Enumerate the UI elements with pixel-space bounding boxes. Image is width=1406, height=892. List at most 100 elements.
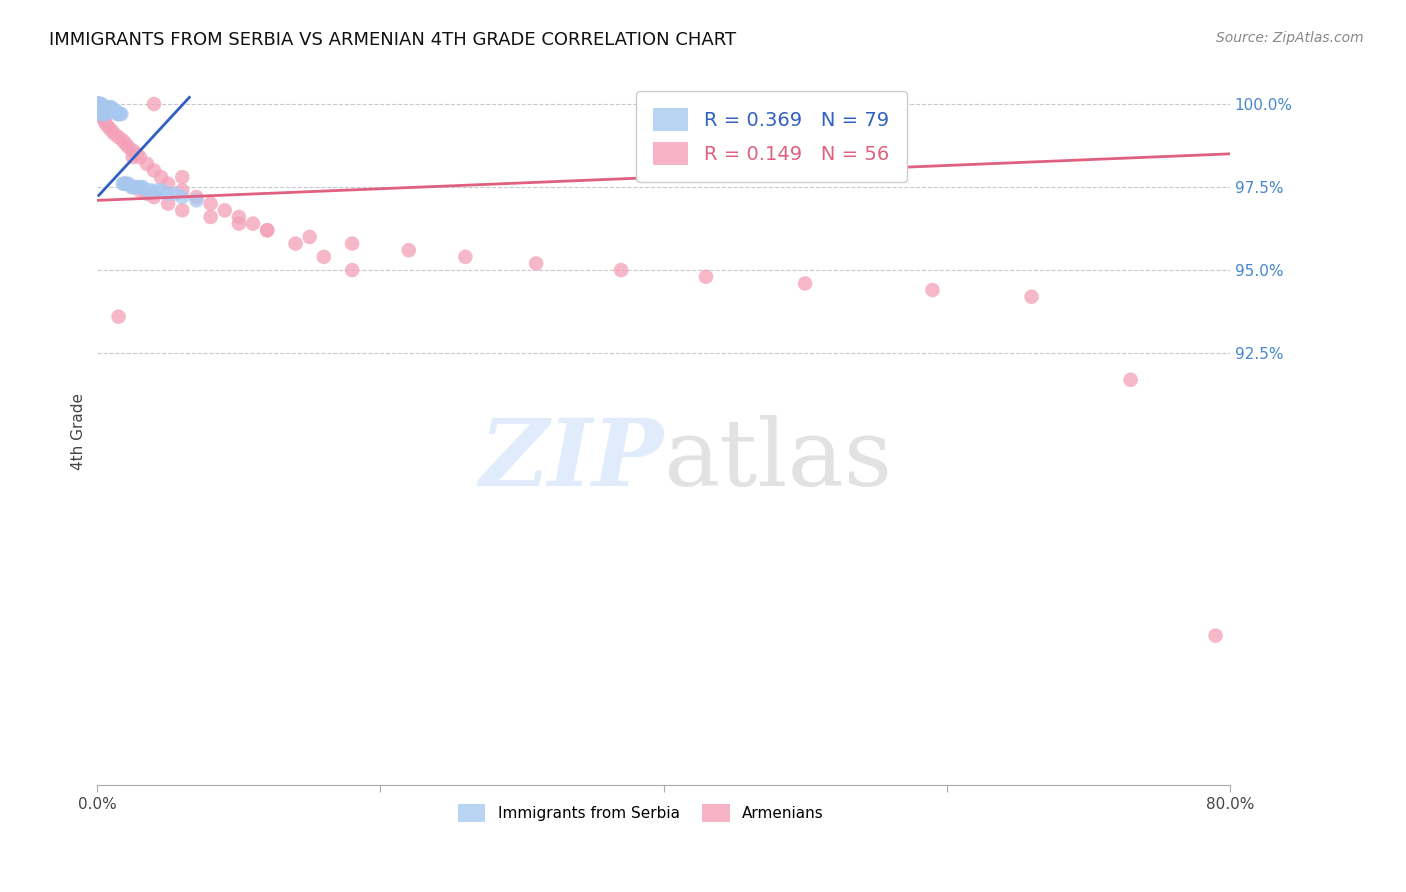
Point <box>340 263 363 277</box>
Point <box>91 111 114 125</box>
Y-axis label: 4th Grade: 4th Grade <box>72 392 86 470</box>
Point <box>157 177 180 191</box>
Point <box>454 250 477 264</box>
Point <box>112 177 135 191</box>
Point <box>125 180 148 194</box>
Point <box>107 310 129 324</box>
Point <box>172 183 194 197</box>
Point <box>96 100 118 114</box>
Point <box>87 97 110 112</box>
Point <box>610 263 633 277</box>
Point <box>284 236 307 251</box>
Point <box>87 97 110 112</box>
Point <box>87 103 110 118</box>
Point <box>93 113 115 128</box>
Point <box>87 97 110 112</box>
Point <box>94 107 117 121</box>
Point <box>87 100 110 114</box>
Point <box>94 117 117 131</box>
Point <box>87 97 110 112</box>
Point <box>97 103 120 118</box>
Point <box>256 223 278 237</box>
Point <box>91 100 114 114</box>
Point <box>298 230 321 244</box>
Point <box>157 196 180 211</box>
Point <box>98 100 121 114</box>
Point <box>93 103 115 118</box>
Point <box>139 183 162 197</box>
Point <box>87 100 110 114</box>
Point <box>87 97 110 112</box>
Point <box>87 100 110 114</box>
Point <box>121 180 143 194</box>
Point <box>214 203 236 218</box>
Point <box>89 107 111 121</box>
Text: IMMIGRANTS FROM SERBIA VS ARMENIAN 4TH GRADE CORRELATION CHART: IMMIGRANTS FROM SERBIA VS ARMENIAN 4TH G… <box>49 31 737 49</box>
Text: atlas: atlas <box>664 415 893 505</box>
Point <box>87 103 110 118</box>
Point <box>172 203 194 218</box>
Point <box>87 97 110 112</box>
Point <box>143 163 166 178</box>
Point <box>120 180 142 194</box>
Point <box>150 170 173 185</box>
Point <box>87 100 110 114</box>
Point <box>87 103 110 118</box>
Point <box>103 127 125 141</box>
Point <box>107 107 129 121</box>
Point <box>794 277 817 291</box>
Point <box>1205 629 1227 643</box>
Point <box>91 103 114 118</box>
Point <box>89 107 111 121</box>
Point <box>100 100 122 114</box>
Point <box>143 190 166 204</box>
Point <box>97 100 120 114</box>
Point <box>172 190 194 204</box>
Point <box>93 107 115 121</box>
Point <box>90 103 112 118</box>
Point <box>89 103 111 118</box>
Point <box>135 157 157 171</box>
Point <box>89 100 111 114</box>
Point <box>89 103 111 118</box>
Point <box>96 103 118 118</box>
Point <box>91 103 114 118</box>
Legend: Immigrants from Serbia, Armenians: Immigrants from Serbia, Armenians <box>446 792 837 834</box>
Text: Source: ZipAtlas.com: Source: ZipAtlas.com <box>1216 31 1364 45</box>
Point <box>186 190 208 204</box>
Point <box>1119 373 1142 387</box>
Point <box>87 97 110 112</box>
Point <box>89 97 111 112</box>
Point <box>87 100 110 114</box>
Point <box>128 180 150 194</box>
Point <box>100 123 122 137</box>
Point <box>90 100 112 114</box>
Point <box>143 97 166 112</box>
Point <box>89 97 111 112</box>
Point <box>91 100 114 114</box>
Point <box>87 100 110 114</box>
Point <box>89 100 111 114</box>
Point <box>121 150 143 164</box>
Point <box>89 103 111 118</box>
Point <box>93 100 115 114</box>
Point <box>98 103 121 118</box>
Point <box>146 183 169 197</box>
Point <box>117 177 139 191</box>
Point <box>1021 290 1043 304</box>
Point <box>200 196 222 211</box>
Point <box>125 146 148 161</box>
Point <box>90 97 112 112</box>
Point <box>87 97 110 112</box>
Point <box>256 223 278 237</box>
Point <box>90 107 112 121</box>
Point <box>94 103 117 118</box>
Point <box>103 103 125 118</box>
Point <box>87 100 110 114</box>
Point <box>131 180 153 194</box>
Point <box>111 134 134 148</box>
Point <box>93 100 115 114</box>
Point <box>200 210 222 224</box>
Point <box>135 186 157 201</box>
Point <box>89 100 111 114</box>
